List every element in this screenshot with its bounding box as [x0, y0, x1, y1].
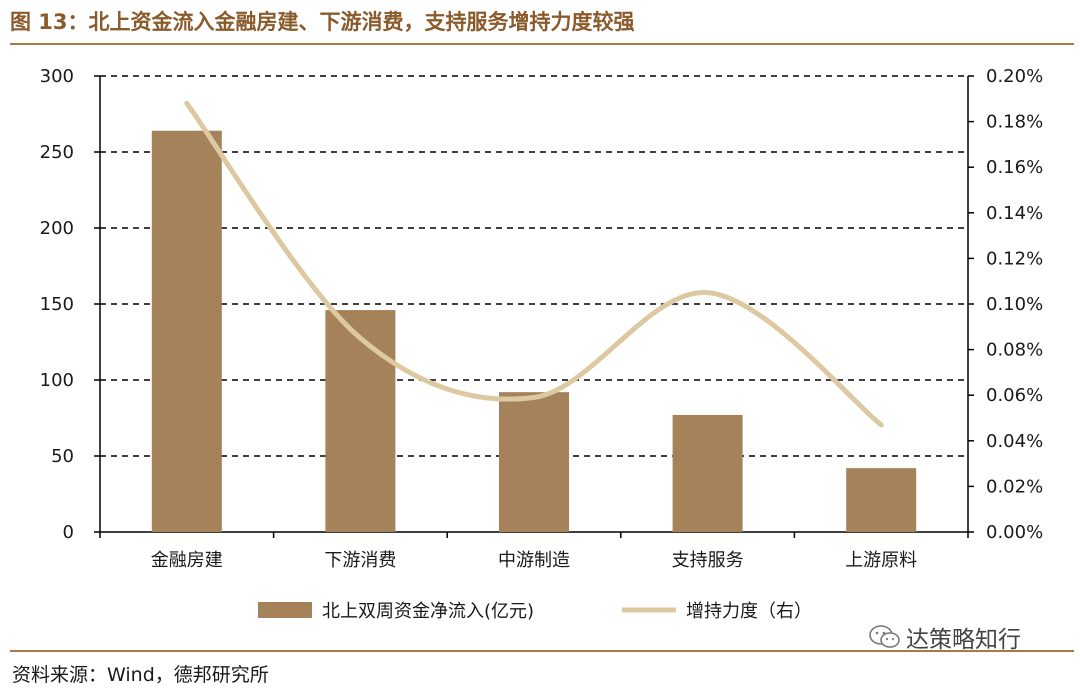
wechat-icon — [869, 625, 900, 648]
x-tick-label: 支持服务 — [672, 550, 744, 571]
title-divider — [10, 43, 1074, 45]
y-left-tick-label: 100 — [40, 370, 74, 391]
x-tick-label: 金融房建 — [151, 550, 223, 571]
y-left-tick-label: 300 — [40, 66, 74, 87]
bar-3 — [499, 392, 569, 532]
y-right-tick-label: 0.18% — [986, 112, 1043, 133]
y-right-tick-label: 0.04% — [986, 431, 1043, 452]
legend-bar-label: 北上双周资金净流入(亿元) — [322, 601, 534, 622]
legend-bar-swatch — [258, 602, 312, 618]
x-tick-label: 中游制造 — [498, 550, 570, 571]
legend-line-label: 增持力度（右） — [686, 601, 812, 622]
y-left-tick-label: 250 — [40, 142, 74, 163]
watermark-text: 达策略知行 — [906, 627, 1021, 653]
page-title: 图 13：北上资金流入金融房建、下游消费，支持服务增持力度较强 — [10, 10, 635, 34]
y-right-tick-label: 0.12% — [986, 248, 1043, 269]
bar-line-chart: 0 50 100 150 200 250 300 0.00% 0.02% 0.04% 0.06% 0.… — [40, 66, 1044, 622]
y-right-tick-label: 0.20% — [986, 66, 1043, 87]
y-right-tick-label: 0.10% — [986, 294, 1043, 315]
y-left-tick-label: 50 — [51, 446, 74, 467]
bar-5 — [846, 468, 917, 532]
y-right-tick-label: 0.06% — [986, 385, 1043, 406]
bar-1 — [151, 130, 222, 532]
watermark: 达策略知行 — [868, 620, 1021, 654]
y-left-tick-label: 0 — [63, 522, 74, 543]
x-tick-label: 上游原料 — [845, 550, 917, 571]
footer-divider — [10, 650, 1074, 652]
bar-2 — [325, 310, 396, 532]
x-tick-label: 下游消费 — [324, 550, 396, 571]
y-right-tick-label: 0.08% — [986, 340, 1043, 361]
y-right-tick-label: 0.14% — [986, 203, 1043, 224]
bar-4 — [672, 414, 743, 532]
y-left-tick-label: 150 — [40, 294, 74, 315]
y-left-tick-label: 200 — [40, 218, 74, 239]
source-note: 资料来源：Wind，德邦研究所 — [12, 664, 269, 686]
y-right-tick-label: 0.02% — [986, 476, 1043, 497]
y-right-tick-label: 0.16% — [986, 157, 1043, 178]
y-right-tick-label: 0.00% — [986, 522, 1043, 543]
